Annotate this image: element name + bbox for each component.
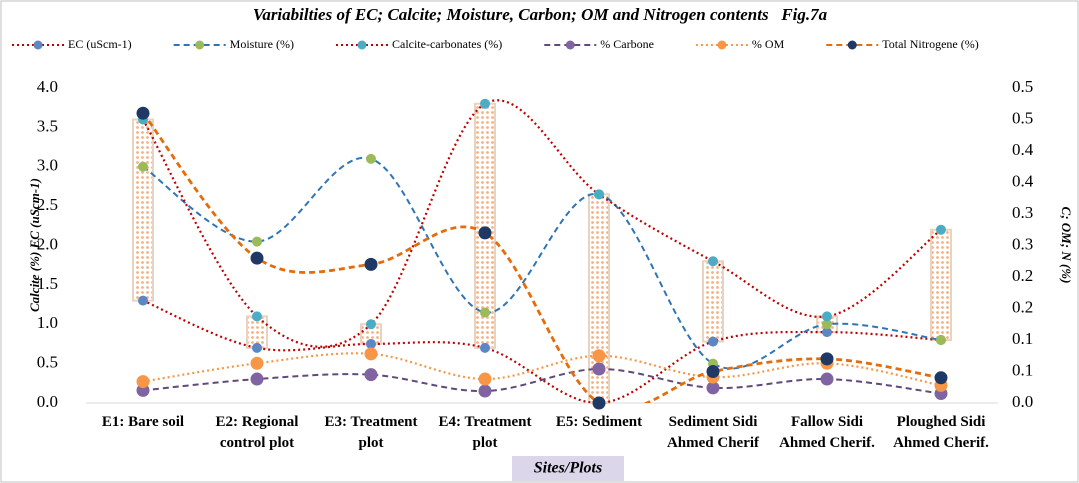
x-tick-label: E3: Treatment plot: [325, 414, 418, 451]
y-tick-label: 3.5: [37, 116, 58, 135]
legend-label: Moisture (%): [230, 37, 294, 51]
y-tick-label: 4.0: [37, 77, 58, 96]
y2-axis-label: C; OM; N (%): [1059, 207, 1074, 284]
x-axis-label: Sites/Plots: [534, 460, 602, 477]
marker: [480, 342, 490, 353]
legend-swatch-marker: [717, 40, 727, 50]
y2-tick-label: 0.3: [1012, 234, 1033, 253]
series-line: [142, 367, 942, 395]
x-tick-label: Ploughed Sidi Ahmed Cherif.: [893, 414, 989, 451]
legend-label: Total Nitrogene (%): [882, 37, 978, 51]
marker: [366, 338, 376, 349]
marker: [478, 226, 492, 240]
y-tick-label: 3.0: [37, 156, 58, 175]
marker: [250, 356, 264, 370]
marker: [480, 307, 490, 318]
marker: [364, 257, 378, 271]
marker: [594, 189, 604, 200]
marker: [480, 98, 490, 109]
x-tick-label: Fallow Sidi Ahmed Cherif.: [779, 414, 875, 451]
marker: [366, 153, 376, 164]
marker: [934, 371, 948, 385]
marker: [138, 295, 148, 306]
y2-tick-label: 0.5: [1012, 108, 1033, 127]
legend-swatch-marker: [565, 40, 575, 50]
x-tick-label: E4: Treatment plot: [439, 414, 532, 451]
legend-label: % OM: [752, 37, 785, 51]
y-tick-label: 2.0: [37, 234, 58, 253]
marker: [250, 251, 264, 265]
marker: [252, 236, 262, 247]
y2-tick-label: 0.2: [1012, 266, 1033, 285]
marker: [592, 349, 606, 363]
marker: [366, 319, 376, 330]
high-low-bar: [702, 260, 724, 343]
y2-tick-label: 0.4: [1012, 140, 1034, 159]
marker: [252, 342, 262, 353]
x-tick-label: E5: Sediment: [556, 414, 642, 430]
marker: [822, 311, 832, 322]
legend-label: EC (uScm-1): [68, 37, 132, 51]
legend-swatch-marker: [195, 40, 205, 50]
legend-swatch-marker: [33, 40, 43, 50]
y2-tick-label: 0.1: [1012, 329, 1033, 348]
y2-tick-label: 0.3: [1012, 203, 1033, 222]
marker: [820, 372, 834, 386]
marker: [252, 311, 262, 322]
y2-tick-label: 0.0: [1012, 392, 1033, 411]
marker: [364, 347, 378, 361]
series-line: [142, 99, 942, 348]
series-line: [142, 352, 942, 387]
legend-swatch-marker: [357, 40, 367, 50]
x-tick-label: E2: Regional control plot: [216, 414, 299, 451]
y2-tick-label: 0.1: [1012, 360, 1033, 379]
marker: [820, 352, 834, 366]
high-low-bar: [132, 118, 154, 302]
marker: [822, 327, 832, 338]
marker: [706, 365, 720, 378]
marker: [708, 256, 718, 267]
marker: [250, 372, 264, 386]
marker: [138, 161, 148, 172]
y-tick-label: 1.0: [37, 313, 58, 332]
series-line: [142, 299, 942, 403]
marker: [708, 336, 718, 347]
marker: [364, 368, 378, 382]
y-tick-label: 2.5: [37, 195, 58, 214]
x-axis-label-box: [512, 456, 624, 481]
y-tick-label: 0.5: [37, 353, 58, 372]
y2-tick-label: 0.4: [1012, 171, 1034, 190]
x-tick-label: E1: Bare soil: [102, 414, 184, 430]
legend-swatch-marker: [847, 40, 857, 50]
marker: [478, 372, 492, 386]
legend-label: % Carbone: [600, 37, 654, 51]
marker: [936, 335, 946, 345]
marker: [822, 319, 832, 330]
marker: [936, 224, 946, 235]
high-low-bar: [930, 228, 952, 341]
y-axis-label: Calcite (%) EC (uScm-1): [27, 178, 42, 312]
marker: [592, 362, 606, 376]
y-tick-label: 1.5: [37, 274, 58, 293]
legend-label: Calcite-carbonates (%): [392, 37, 502, 51]
chart-title: Variabilties of EC; Calcite; Moisture, C…: [253, 5, 828, 24]
series-line: [142, 156, 942, 370]
marker: [478, 384, 492, 398]
y2-tick-label: 0.5: [1012, 77, 1033, 96]
marker: [592, 396, 606, 410]
y-tick-label: 0.0: [37, 392, 58, 411]
marker: [136, 106, 150, 120]
x-tick-label: Sediment Sidi Ahmed Cherif: [667, 414, 760, 451]
marker: [706, 381, 720, 395]
marker: [136, 375, 150, 389]
y2-tick-label: 0.2: [1012, 297, 1033, 316]
